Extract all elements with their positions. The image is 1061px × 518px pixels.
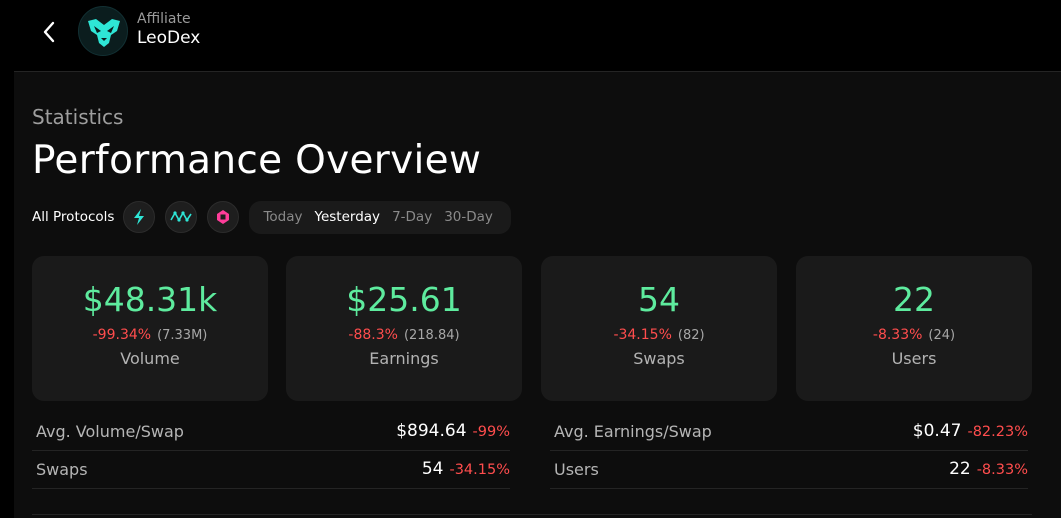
chainflip-icon[interactable] <box>207 201 240 233</box>
bottom-divider <box>32 514 1032 515</box>
card-previous: (7.33M) <box>157 328 208 343</box>
card-label: Users <box>891 349 937 368</box>
stat-value-group: 22 -8.33% <box>949 459 1028 479</box>
card-delta: -34.15% <box>613 327 672 343</box>
stat-value-group: 54 -34.15% <box>422 459 510 479</box>
stat-label: Swaps <box>36 460 88 479</box>
card-delta-row: -34.15% (82) <box>541 327 777 343</box>
stat-value-group: $894.64 -99% <box>396 421 510 441</box>
stat-delta: -99% <box>472 424 510 440</box>
card-label: Swaps <box>633 349 685 368</box>
all-protocols-filter[interactable]: All Protocols <box>32 209 115 225</box>
range-tab-yesterday[interactable]: Yesterday <box>314 209 381 225</box>
earnings-card: $25.61 -88.3% (218.84) Earnings <box>286 256 522 401</box>
stat-row: Avg. Earnings/Swap $0.47 -82.23% <box>550 413 1028 451</box>
card-delta: -8.33% <box>872 327 923 343</box>
card-previous: (24) <box>928 328 956 343</box>
card-delta-row: -8.33% (24) <box>796 327 1032 343</box>
stat-value: $0.47 <box>912 421 962 441</box>
top-bar: Affiliate LeoDex <box>0 0 1061 72</box>
stat-row: Users 22 -8.33% <box>550 451 1028 489</box>
range-tab-30-day[interactable]: 30-Day <box>444 209 493 225</box>
card-label: Volume <box>120 349 180 368</box>
card-value: $25.61 <box>346 280 462 319</box>
stat-label: Avg. Earnings/Swap <box>554 422 712 441</box>
stats-table-right: Avg. Earnings/Swap $0.47 -82.23% Users 22… <box>550 413 1028 489</box>
range-tab-today[interactable]: Today <box>263 209 303 225</box>
card-delta-row: -99.34% (7.33M) <box>32 327 268 343</box>
stat-value-group: $0.47 -82.23% <box>913 421 1028 441</box>
page-title: Performance Overview <box>32 138 482 183</box>
header-divider <box>14 71 1061 72</box>
stat-value: 54 <box>421 459 444 479</box>
stat-row: Avg. Volume/Swap $894.64 -99% <box>32 413 510 451</box>
card-delta-row: -88.3% (218.84) <box>286 327 522 343</box>
range-tab-7-day[interactable]: 7-Day <box>392 209 433 225</box>
stats-table-left: Avg. Volume/Swap $894.64 -99% Swaps 54 -34… <box>32 413 510 489</box>
stat-row: Swaps 54 -34.15% <box>32 451 510 489</box>
thorchain-icon[interactable] <box>123 201 156 233</box>
stat-delta: -34.15% <box>449 462 510 478</box>
brand-subtitle: Affiliate <box>137 11 191 27</box>
maya-icon[interactable] <box>165 201 198 233</box>
volume-card: $48.31k -99.34% (7.33M) Volume <box>32 256 268 401</box>
users-card: 22 -8.33% (24) Users <box>796 256 1032 401</box>
swaps-card: 54 -34.15% (82) Swaps <box>541 256 777 401</box>
leodex-logo-icon <box>78 6 128 56</box>
date-range-selector: Today Yesterday 7-Day 30-Day <box>249 200 511 234</box>
stat-cards: $48.31k -99.34% (7.33M) Volume $25.61 -88… <box>32 256 1032 401</box>
stat-label: Avg. Volume/Swap <box>36 422 184 441</box>
brand-name: LeoDex <box>137 28 201 48</box>
card-delta: -99.34% <box>92 327 152 343</box>
card-label: Earnings <box>369 349 439 368</box>
stat-label: Users <box>554 460 599 479</box>
stat-delta: -8.33% <box>976 462 1028 478</box>
card-value: 54 <box>638 280 680 319</box>
stat-value: 22 <box>949 459 971 479</box>
stat-delta: -82.23% <box>967 424 1028 440</box>
stat-value: $894.64 <box>396 421 467 441</box>
filter-bar: All Protocols Today Yesterday 7-Day 30-D… <box>32 200 511 234</box>
card-previous: (218.84) <box>403 328 460 343</box>
card-value: $48.31k <box>82 280 218 319</box>
section-eyebrow: Statistics <box>32 105 124 129</box>
card-previous: (82) <box>677 328 705 343</box>
card-value: 22 <box>893 280 935 319</box>
back-arrow-icon[interactable] <box>38 18 60 46</box>
card-delta: -88.3% <box>348 327 398 343</box>
